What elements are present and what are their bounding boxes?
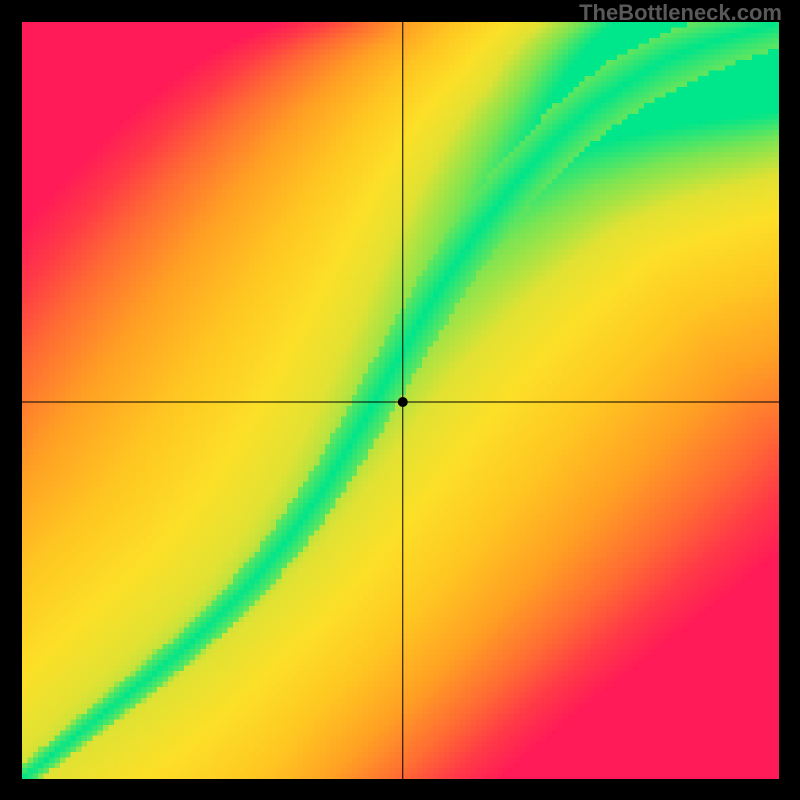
chart-container: TheBottleneck.com	[0, 0, 800, 800]
watermark-text: TheBottleneck.com	[579, 0, 782, 26]
heatmap-canvas	[22, 22, 779, 779]
